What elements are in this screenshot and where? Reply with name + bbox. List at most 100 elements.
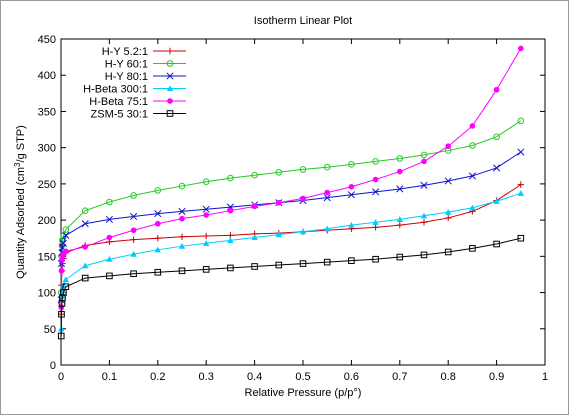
y-tick-label: 50 — [44, 324, 56, 336]
series-line — [60, 237, 521, 337]
data-point — [227, 264, 234, 272]
x-tick-label: 0.7 — [392, 371, 407, 383]
legend-label: H-Y 5.2:1 — [102, 46, 148, 58]
series-6 — [57, 234, 525, 340]
data-point — [275, 168, 283, 176]
y-tick-label: 150 — [38, 251, 56, 263]
data-point — [493, 198, 500, 204]
x-tick-label: 1 — [542, 371, 548, 383]
data-point — [372, 158, 379, 165]
data-point — [154, 235, 161, 242]
data-point — [179, 215, 185, 222]
data-point — [251, 263, 258, 270]
data-point — [469, 245, 476, 252]
data-point — [517, 234, 525, 242]
y-tick-label: 350 — [38, 106, 56, 118]
data-point — [227, 207, 234, 214]
data-point — [323, 194, 331, 202]
data-point — [323, 258, 331, 266]
data-point — [63, 248, 69, 255]
legend-marker — [166, 110, 174, 117]
data-point — [299, 228, 307, 235]
data-point — [82, 244, 88, 250]
legend-marker — [166, 60, 174, 67]
data-point — [130, 192, 137, 199]
data-point — [130, 270, 137, 278]
data-point — [493, 133, 500, 141]
data-point — [154, 210, 162, 218]
data-point — [348, 257, 355, 264]
data-point — [517, 190, 524, 196]
data-point — [106, 234, 113, 241]
series-line — [60, 184, 522, 315]
y-axis-label-main: Quantity Adsorbed (cm — [15, 167, 27, 279]
data-point — [275, 261, 283, 269]
axis-ticks: 0 0.1 0.2 0.3 0.4 0.5 0.6 0.7 0.8 0.9 1 0 50 100 150 20… — [38, 34, 548, 383]
data-point — [178, 267, 186, 275]
data-point — [227, 174, 234, 182]
legend-marker — [166, 47, 174, 55]
data-point — [203, 232, 210, 240]
x-axis-label: Relative Pressure (p/p°) — [245, 387, 362, 399]
data-point — [396, 221, 403, 229]
data-point — [57, 332, 65, 340]
data-point — [178, 182, 186, 190]
data-point — [58, 268, 65, 274]
data-point — [372, 255, 379, 263]
data-point — [178, 242, 186, 249]
x-tick-label: 0.2 — [150, 371, 165, 383]
data-point — [130, 227, 137, 234]
y-tick-label: 450 — [38, 34, 56, 46]
y-axis-label: Quantity Adsorbed (cm3/g STP) — [13, 125, 27, 279]
data-point — [444, 177, 452, 185]
data-point — [324, 189, 331, 196]
legend-label: H-Beta 300:1 — [83, 84, 148, 96]
series-line — [60, 151, 522, 300]
data-point — [105, 215, 113, 223]
x-tick-label: 0.8 — [441, 371, 456, 383]
data-point — [154, 268, 162, 276]
data-point — [420, 212, 428, 219]
y-tick-label: 250 — [38, 179, 56, 191]
x-tick-label: 0 — [58, 371, 64, 383]
data-point — [59, 239, 67, 247]
data-point — [493, 240, 500, 248]
data-point — [154, 187, 162, 194]
data-point — [493, 86, 500, 93]
data-point — [396, 155, 404, 162]
legend-label: ZSM-5 30:1 — [91, 109, 148, 121]
data-point — [445, 214, 452, 222]
data-point — [517, 117, 525, 125]
x-tick-label: 0.9 — [489, 371, 504, 383]
data-point — [396, 216, 403, 222]
y-tick-label: 100 — [38, 288, 56, 300]
data-point — [300, 195, 306, 202]
data-point — [251, 203, 258, 210]
data-point — [468, 172, 476, 180]
data-point — [81, 220, 89, 228]
data-point — [469, 142, 476, 149]
data-point — [62, 283, 70, 291]
data-point — [299, 260, 307, 267]
data-point — [348, 183, 355, 190]
data-point — [62, 276, 70, 283]
data-point — [421, 158, 427, 165]
data-point — [130, 250, 137, 257]
data-point — [178, 233, 186, 240]
data-point — [347, 191, 355, 199]
data-point — [396, 253, 404, 261]
data-point — [372, 219, 379, 225]
legend-label: H-Beta 75:1 — [89, 96, 148, 108]
data-point — [324, 225, 331, 232]
data-point — [420, 219, 428, 226]
legend-label: H-Y 80:1 — [105, 71, 148, 83]
legend-marker — [167, 98, 173, 104]
x-tick-label: 0.3 — [199, 371, 214, 383]
data-point — [323, 163, 331, 171]
x-tick-label: 0.5 — [295, 371, 310, 383]
data-point — [517, 181, 524, 188]
legend-marker — [166, 85, 174, 92]
data-point — [493, 164, 501, 172]
data-point — [58, 304, 65, 310]
data-point — [348, 161, 355, 168]
